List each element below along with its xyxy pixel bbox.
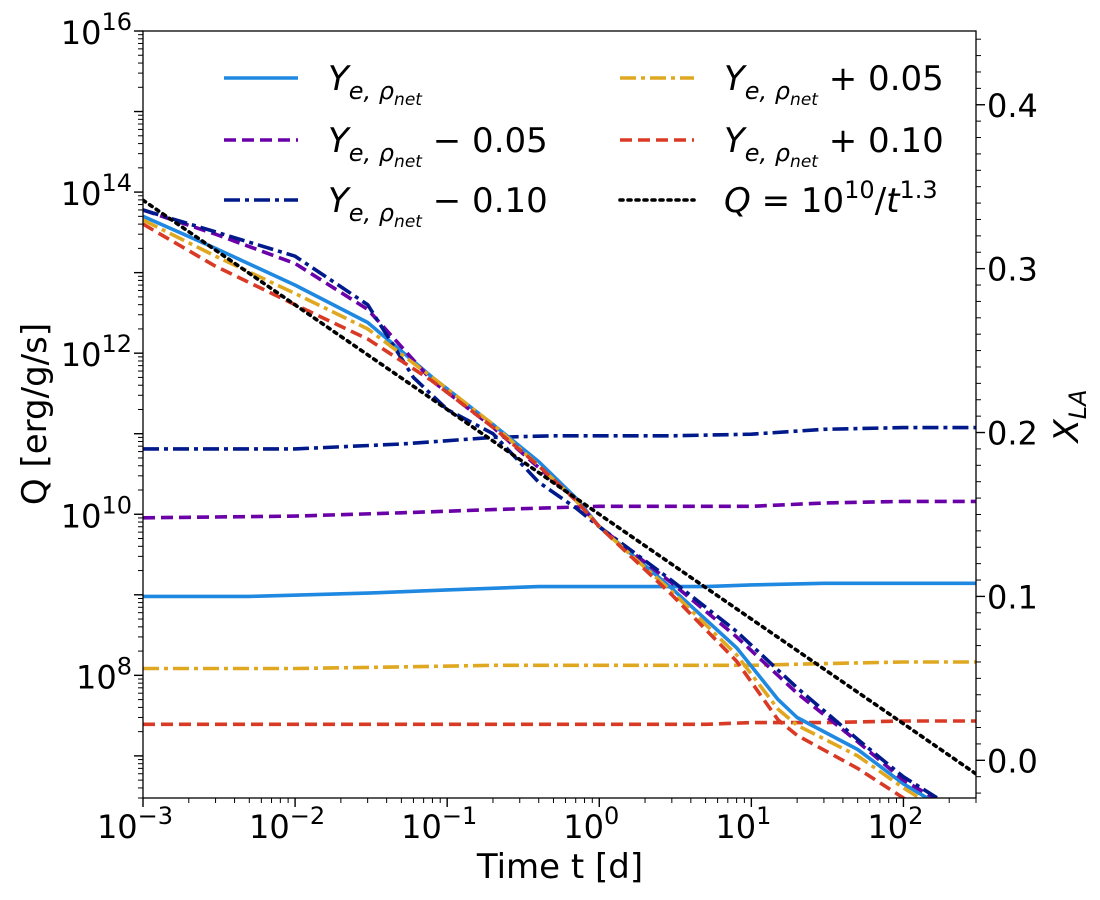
y-left-tick-label: 108 bbox=[76, 652, 132, 696]
legend-label-minus005: Ye, ρnet − 0.05 bbox=[328, 121, 548, 172]
x-tick-label: 101 bbox=[715, 802, 771, 846]
legend-label-plus010: Ye, ρnet + 0.10 bbox=[724, 121, 944, 172]
series-plus005-heating-line bbox=[143, 218, 924, 798]
legend-label-fit: Q = 1010/t1.3 bbox=[724, 176, 938, 221]
y-right-tick-label: 0.2 bbox=[987, 415, 1038, 453]
legend-label-minus010: Ye, ρnet − 0.10 bbox=[328, 181, 548, 232]
y-left-tick-label: 1012 bbox=[61, 330, 132, 374]
x-tick-label: 10−3 bbox=[97, 802, 173, 846]
legend-label-plus005: Ye, ρnet + 0.05 bbox=[724, 59, 944, 110]
legend-label-nominal: Ye, ρnet bbox=[328, 59, 423, 110]
series-minus005-x-la-line bbox=[143, 499, 976, 520]
y-left-tick-label: 1010 bbox=[61, 491, 132, 535]
y-right-tick-label: 0.1 bbox=[987, 578, 1038, 616]
x-axis-title: Time t [d] bbox=[476, 847, 643, 887]
plot-lines bbox=[143, 198, 976, 798]
series-plus005-x-la-line bbox=[143, 660, 976, 671]
x-tick-label: 100 bbox=[563, 802, 619, 846]
y-left-tick-label: 1016 bbox=[61, 8, 132, 52]
y-axis-right-ticks: 0.0 0.1 0.2 0.3 0.4 bbox=[976, 38, 1038, 794]
legend: Ye, ρnet Ye, ρnet − 0.05 Ye, ρnet − 0.10 Ye… bbox=[224, 59, 944, 232]
x-tick-label: 10−2 bbox=[249, 802, 325, 846]
series-minus010-x-la-line bbox=[143, 425, 976, 451]
y-axis-left-title: Q [erg/g/s] bbox=[15, 323, 55, 505]
y-axis-left-ticks: 108 1010 1012 1014 1016 bbox=[61, 8, 143, 799]
x-tick-label: 102 bbox=[867, 802, 923, 846]
x-tick-label: 10−1 bbox=[401, 802, 477, 846]
y-right-tick-label: 0.3 bbox=[987, 251, 1038, 289]
series-minus010-heating-line bbox=[143, 208, 941, 798]
series-nominal-x-la-line bbox=[143, 581, 976, 599]
x-axis-ticks: 10−3 10−2 10−1 100 101 102 bbox=[97, 798, 977, 846]
y-left-tick-label: 1014 bbox=[61, 169, 132, 213]
y-axis-right-title: XLA bbox=[1047, 389, 1092, 444]
series-plus010-x-la-line bbox=[143, 719, 976, 727]
y-right-tick-label: 0.4 bbox=[987, 87, 1038, 125]
y-right-tick-label: 0.0 bbox=[987, 742, 1038, 780]
series-fit-heating-line bbox=[143, 198, 976, 776]
plot-frame bbox=[142, 30, 977, 799]
series-plus010-heating-line bbox=[143, 222, 907, 798]
